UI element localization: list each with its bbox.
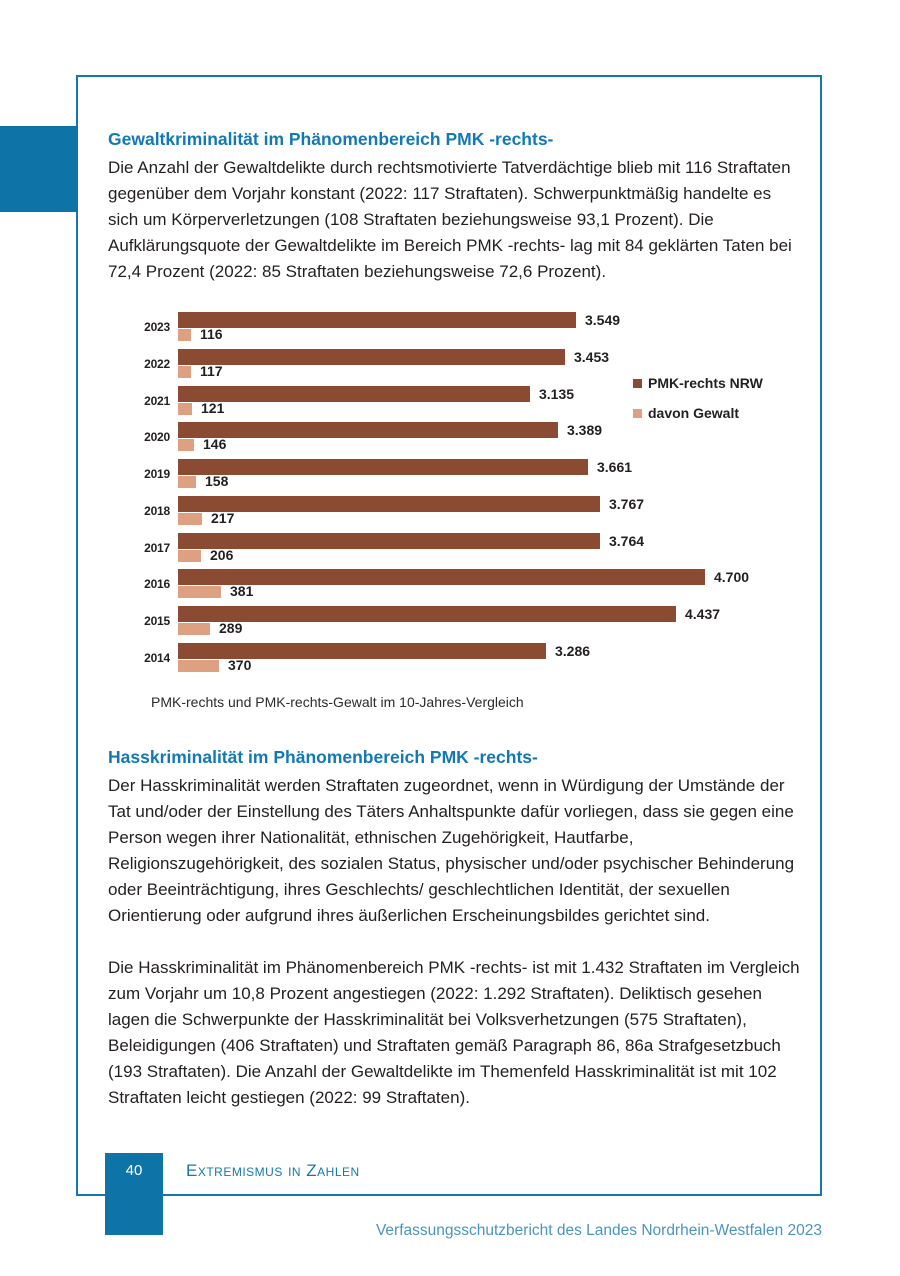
- year-label-2018: 2018: [144, 504, 170, 518]
- chart-row-2023: 2023 3.549 116: [144, 312, 822, 342]
- year-label-2023: 2023: [144, 320, 170, 334]
- bar-gewalt-2015: [178, 623, 210, 635]
- bar-total-2018: [178, 496, 600, 512]
- bar-gewalt-value-2017: 206: [210, 547, 234, 563]
- paragraph-hass-1: Der Hasskriminalität werden Straftaten z…: [108, 776, 795, 925]
- paragraph-gewalt: Die Anzahl der Gewaltdelikte durch recht…: [108, 158, 792, 281]
- bar-total-value-2022: 3.453: [574, 349, 610, 365]
- page-border-frame: [76, 75, 822, 1196]
- section-heading-gewalt: Gewaltkriminalität im Phänomenbereich PM…: [108, 129, 554, 149]
- legend-swatch-gewalt-icon: [633, 409, 642, 418]
- bar-gewalt-value-2022: 117: [200, 363, 223, 379]
- section-gewaltkriminalitaet: Gewaltkriminalität im Phänomenbereich PM…: [108, 126, 800, 285]
- year-label-2022: 2022: [144, 357, 170, 371]
- legend-label-total: PMK-rechts NRW: [648, 375, 763, 391]
- year-label-2017: 2017: [144, 541, 170, 555]
- bar-total-value-2014: 3.286: [555, 643, 591, 659]
- side-tab: [0, 126, 78, 212]
- report-title: Verfassungsschutzbericht des Landes Nord…: [375, 1222, 822, 1239]
- bar-gewalt-value-2018: 217: [211, 510, 235, 526]
- year-label-2020: 2020: [144, 430, 170, 444]
- bar-gewalt-value-2016: 381: [230, 583, 254, 599]
- chart-row-2022: 2022 3.453 117: [144, 349, 822, 379]
- year-label-2021: 2021: [144, 394, 170, 408]
- bar-gewalt-value-2021: 121: [201, 400, 225, 416]
- bar-total-2014: [178, 643, 546, 659]
- chart-row-2016: 2016 4.700 381: [144, 569, 822, 599]
- bar-total-2022: [178, 349, 565, 365]
- bar-total-value-2015: 4.437: [685, 606, 721, 622]
- bar-gewalt-2014: [178, 660, 219, 672]
- bar-gewalt-2021: [178, 403, 192, 415]
- legend-swatch-total-icon: [633, 379, 642, 388]
- bar-total-2015: [178, 606, 676, 622]
- bar-gewalt-2022: [178, 366, 191, 378]
- year-label-2015: 2015: [144, 614, 170, 628]
- chart-row-2018: 2018 3.767 217: [144, 496, 822, 526]
- bar-total-2023: [178, 312, 576, 328]
- section-hasskriminalitaet: Hasskriminalität im Phänomenbereich PMK …: [108, 744, 800, 1111]
- bar-total-value-2021: 3.135: [539, 386, 575, 402]
- bar-total-value-2020: 3.389: [567, 422, 603, 438]
- bar-chart: PMK-rechts NRW davon Gewalt 2023 3.549 116…: [144, 312, 822, 682]
- bar-total-value-2019: 3.661: [597, 459, 633, 475]
- bar-gewalt-value-2019: 158: [205, 473, 229, 489]
- paragraph-hass-2: Die Hasskriminalität im Phänomenbereich …: [108, 958, 800, 1107]
- year-label-2014: 2014: [144, 651, 170, 665]
- chart-row-2020: 2020 3.389 146: [144, 422, 822, 452]
- bar-gewalt-value-2020: 146: [203, 436, 227, 452]
- section-heading-hass: Hasskriminalität im Phänomenbereich PMK …: [108, 747, 538, 767]
- legend-item-gewalt: davon Gewalt: [633, 405, 739, 421]
- bar-total-value-2018: 3.767: [609, 496, 645, 512]
- bar-gewalt-2023: [178, 329, 191, 341]
- bar-gewalt-value-2023: 116: [200, 326, 223, 342]
- bar-gewalt-2020: [178, 439, 194, 451]
- legend-label-gewalt: davon Gewalt: [648, 405, 740, 421]
- bar-gewalt-2016: [178, 586, 221, 598]
- bar-total-value-2016: 4.700: [714, 569, 750, 585]
- legend-item-total: PMK-rechts NRW: [633, 375, 763, 391]
- year-label-2019: 2019: [144, 467, 170, 481]
- page-number-box: 40: [105, 1153, 163, 1235]
- page-number: 40: [125, 1162, 143, 1179]
- bar-gewalt-2017: [178, 550, 201, 562]
- bar-gewalt-2018: [178, 513, 202, 525]
- bar-gewalt-value-2014: 370: [228, 657, 252, 673]
- bar-gewalt-2019: [178, 476, 196, 488]
- chart-row-2021: 2021 3.135 121: [144, 386, 822, 416]
- chart-row-2019: 2019 3.661 158: [144, 459, 822, 489]
- chart-row-2017: 2017 3.764 206: [144, 533, 822, 563]
- bar-total-2020: [178, 422, 558, 438]
- bar-total-2021: [178, 386, 530, 402]
- chart-caption: PMK-rechts und PMK-rechts-Gewalt im 10-J…: [151, 694, 524, 710]
- chart-row-2015: 2015 4.437 289: [144, 606, 822, 636]
- year-label-2016: 2016: [144, 577, 170, 591]
- chart-row-2014: 2014 3.286 370: [144, 643, 822, 673]
- bar-total-2017: [178, 533, 600, 549]
- bar-total-value-2017: 3.764: [609, 533, 645, 549]
- footer-section-label: Extremismus in Zahlen: [186, 1161, 360, 1180]
- bar-total-value-2023: 3.549: [585, 312, 621, 328]
- bar-total-2019: [178, 459, 588, 475]
- bar-gewalt-value-2015: 289: [219, 620, 243, 636]
- bar-total-2016: [178, 569, 705, 585]
